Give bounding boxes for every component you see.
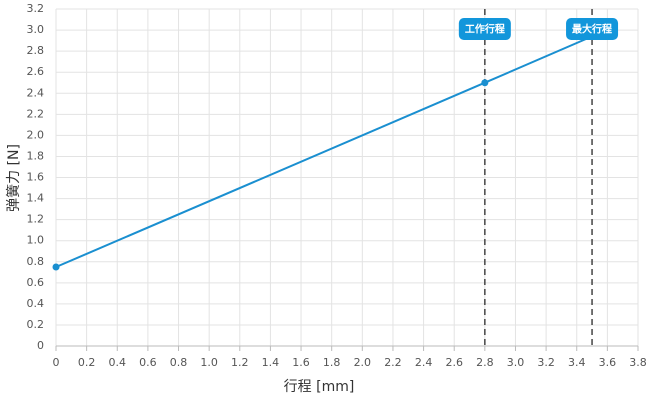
x-tick-label: 3.0 <box>507 356 525 369</box>
y-tick-label: 0.4 <box>27 297 45 310</box>
point <box>52 263 60 271</box>
x-tick-label: 2.6 <box>445 356 463 369</box>
x-tick-label: 3.2 <box>537 356 555 369</box>
x-tick-label: 0.8 <box>170 356 188 369</box>
y-tick-label: 1.4 <box>27 192 45 205</box>
x-tick-label: 0.4 <box>109 356 127 369</box>
y-tick-label: 3.2 <box>27 2 45 15</box>
x-tick-label: 2.0 <box>354 356 372 369</box>
y-tick-label: 2.2 <box>27 107 45 120</box>
x-tick-label: 1.0 <box>200 356 218 369</box>
y-tick-label: 2.4 <box>27 86 45 99</box>
x-tick-label: 3.6 <box>599 356 617 369</box>
point <box>481 79 489 87</box>
annotation-box <box>458 18 511 40</box>
y-tick-label: 0.8 <box>27 255 45 268</box>
x-tick-label: 1.6 <box>292 356 310 369</box>
y-tick-label: 2.8 <box>27 44 45 57</box>
x-tick-label: 1.2 <box>231 356 249 369</box>
y-tick-label: 1.6 <box>27 171 45 184</box>
x-tick-label: 2.4 <box>415 356 433 369</box>
annotation-label: 工作行程 <box>465 23 505 36</box>
x-tick-label: 0.2 <box>78 356 96 369</box>
y-tick-label: 0 <box>37 339 44 352</box>
y-tick-label: 1.0 <box>27 234 45 247</box>
line <box>55 35 593 268</box>
x-tick-label: 0.6 <box>139 356 157 369</box>
y-tick-label: 2.6 <box>27 65 45 78</box>
y-tick-label: 1.2 <box>27 213 45 226</box>
x-tick-label: 3.4 <box>568 356 586 369</box>
x-tick-label: 3.8 <box>629 356 647 369</box>
annotation-label: 最大行程 <box>572 23 612 36</box>
y-tick-label: 1.8 <box>27 149 45 162</box>
y-tick-label: 3.0 <box>27 23 45 36</box>
x-tick-label: 0 <box>53 356 60 369</box>
y-tick-label: 0.6 <box>27 276 45 289</box>
annotation-box <box>566 18 619 40</box>
y-tick-label: 2.0 <box>27 128 45 141</box>
x-tick-label: 1.4 <box>262 356 280 369</box>
x-tick-label: 2.8 <box>476 356 494 369</box>
y-tick-label: 0.2 <box>27 318 45 331</box>
y-axis-title: 弹簧力 [N] <box>6 144 22 212</box>
x-tick-label: 1.8 <box>323 356 341 369</box>
x-tick-label: 2.2 <box>384 356 402 369</box>
x-axis-title: 行程 [mm] <box>284 379 355 395</box>
